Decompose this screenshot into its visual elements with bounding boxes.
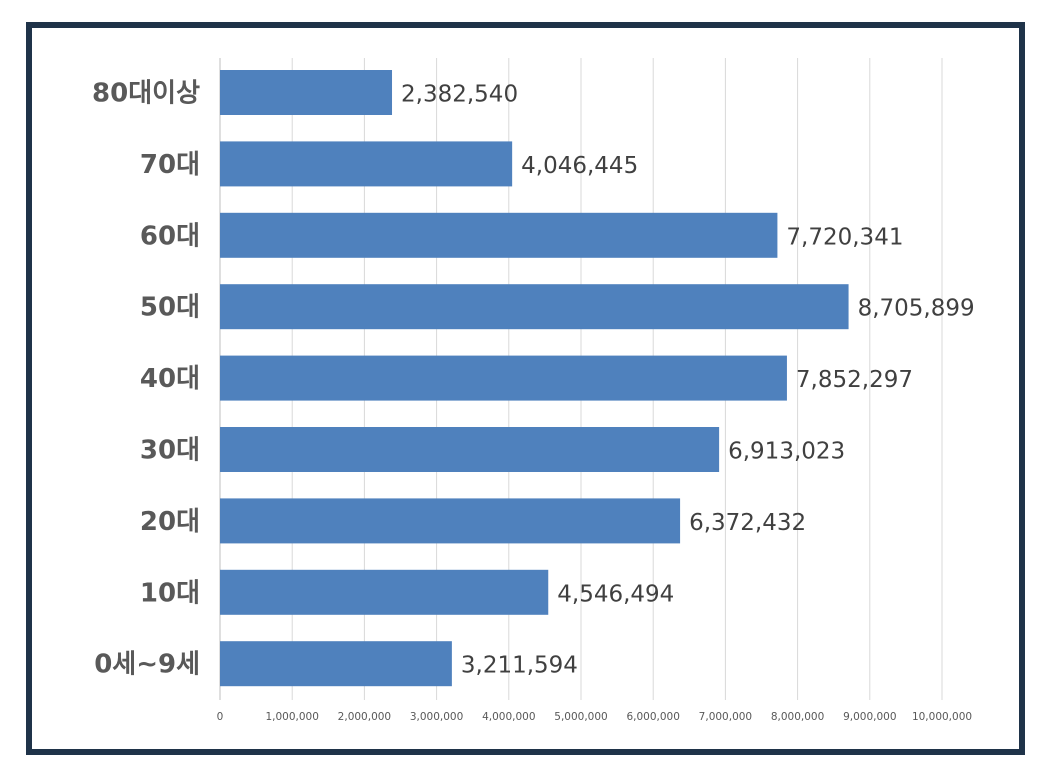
category-label: 40대	[140, 364, 200, 394]
x-tick-label: 4,000,000	[482, 711, 535, 723]
value-labels: 2,382,540 4,046,445 7,720,341 8,705,899 7,85…	[401, 82, 975, 679]
data-label: 6,372,432	[689, 510, 806, 536]
category-label: 50대	[140, 293, 200, 323]
bar	[220, 70, 393, 115]
x-tick-label: 6,000,000	[626, 711, 679, 723]
x-tick-label: 10,000,000	[912, 711, 972, 723]
category-label: 0세~9세	[94, 650, 200, 680]
category-label: 80대이상	[92, 79, 200, 109]
data-label: 7,720,341	[786, 224, 903, 250]
category-label: 70대	[140, 150, 200, 180]
bars	[220, 70, 849, 687]
category-labels: 80대이상 70대 60대 50대 40대 30대 20대 10대 0세~9세	[92, 79, 200, 680]
bar	[220, 498, 681, 544]
data-label: 2,382,540	[401, 82, 518, 108]
category-label: 10대	[140, 578, 200, 608]
x-tick-label: 9,000,000	[843, 711, 896, 723]
bar	[220, 569, 549, 615]
data-label: 4,046,445	[521, 153, 638, 179]
category-label: 60대	[140, 221, 200, 251]
bar	[220, 427, 720, 472]
data-label: 3,211,594	[461, 653, 578, 679]
x-axis-ticks: 0 1,000,000 2,000,000 3,000,000 4,000,000 5,0…	[217, 711, 972, 723]
data-label: 4,546,494	[557, 581, 674, 607]
x-tick-label: 5,000,000	[554, 711, 607, 723]
bar	[220, 141, 513, 187]
x-tick-label: 8,000,000	[771, 711, 824, 723]
category-label: 20대	[140, 507, 200, 537]
data-label: 7,852,297	[796, 367, 913, 393]
bar	[220, 355, 787, 401]
category-label: 30대	[140, 436, 200, 466]
x-tick-label: 3,000,000	[410, 711, 463, 723]
x-tick-label: 7,000,000	[699, 711, 752, 723]
data-label: 6,913,023	[728, 439, 845, 465]
bar	[220, 641, 452, 687]
x-tick-label: 1,000,000	[265, 711, 318, 723]
x-tick-label: 2,000,000	[338, 711, 391, 723]
bar	[220, 212, 778, 258]
bar	[220, 284, 849, 330]
data-label: 8,705,899	[858, 296, 975, 322]
x-tick-label: 0	[217, 711, 224, 723]
